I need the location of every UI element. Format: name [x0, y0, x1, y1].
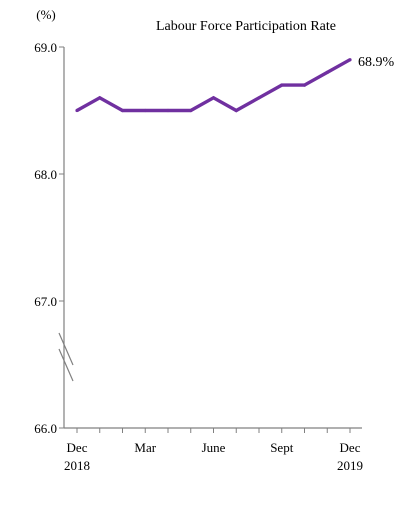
y-tick-label: 67.0	[34, 294, 57, 309]
x-tick-label: Dec	[67, 440, 88, 455]
data-point	[98, 96, 102, 100]
data-point	[348, 58, 352, 62]
y-tick-label: 68.0	[34, 167, 57, 182]
data-point	[234, 108, 238, 113]
data-point	[75, 108, 79, 113]
x-tick-label: Dec	[340, 440, 361, 455]
end-value-label: 68.9%	[358, 55, 395, 70]
y-axis-ticks: 66.0 67.0 68.0 69.0	[34, 40, 64, 436]
data-point	[325, 70, 329, 74]
data-point	[211, 96, 216, 100]
data-point	[143, 108, 147, 113]
x-tick-label-year: 2019	[337, 458, 363, 473]
x-tick-label: Sept	[270, 440, 294, 455]
series-group	[75, 58, 352, 113]
data-point	[280, 83, 284, 87]
data-point	[120, 108, 125, 113]
y-tick-label: 66.0	[34, 421, 57, 436]
axis-break-mark	[58, 332, 74, 382]
x-axis-ticks: Dec 2018 Mar June Sept Dec 2019	[64, 428, 363, 473]
data-point	[257, 96, 261, 100]
x-tick-label: June	[202, 440, 226, 455]
data-point	[166, 108, 170, 113]
y-axis-unit-label: (%)	[36, 7, 56, 22]
chart-title: Labour Force Participation Rate	[156, 19, 336, 34]
y-tick-label: 69.0	[34, 40, 57, 55]
x-tick-label-year: 2018	[64, 458, 90, 473]
axis-break-stroke	[58, 332, 74, 366]
data-point	[302, 83, 307, 87]
axis-break-stroke	[58, 348, 74, 382]
series-line	[76, 58, 351, 113]
data-point	[189, 108, 193, 113]
x-tick-label: Mar	[134, 440, 156, 455]
